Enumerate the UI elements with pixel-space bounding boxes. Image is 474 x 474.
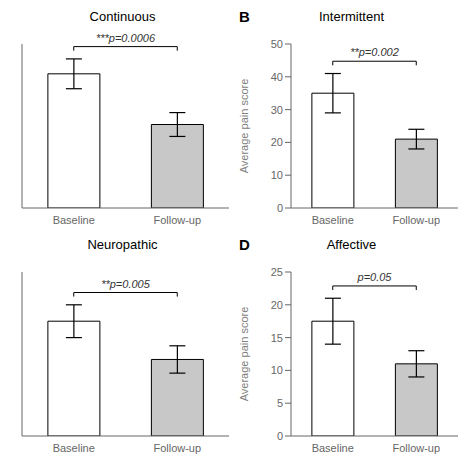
- svg-text:5: 5: [277, 397, 283, 409]
- html-text:Intermittent: Intermittent: [319, 9, 384, 24]
- svg-text:Follow-up: Follow-up: [153, 442, 201, 454]
- svg-text:Baseline: Baseline: [312, 214, 354, 226]
- svg-text:**p=0.002: **p=0.002: [350, 46, 399, 58]
- svg-text:Average pain score: Average pain score: [238, 307, 250, 402]
- svg-text:Follow-up: Follow-up: [153, 214, 201, 226]
- svg-text:20: 20: [271, 299, 283, 311]
- svg-text:25: 25: [271, 266, 283, 278]
- svg-text:0: 0: [277, 430, 283, 442]
- svg-text:***p=0.0006: ***p=0.0006: [96, 32, 156, 44]
- svg-text:Average pain score: Average pain score: [238, 79, 250, 174]
- html-text:B: B: [239, 8, 250, 25]
- svg-text:Follow-up: Follow-up: [392, 442, 440, 454]
- svg-text:10: 10: [271, 364, 283, 376]
- svg-text:Follow-up: Follow-up: [392, 214, 440, 226]
- svg-text:Baseline: Baseline: [53, 442, 95, 454]
- svg-text:15: 15: [271, 332, 283, 344]
- svg-text:30: 30: [271, 104, 283, 116]
- html-text:Neuropathic: Neuropathic: [87, 237, 158, 252]
- svg-text:p=0.05: p=0.05: [357, 271, 393, 283]
- html-text:Continuous: Continuous: [89, 9, 156, 24]
- svg-text:50: 50: [271, 38, 283, 50]
- html-text:D: D: [239, 236, 250, 253]
- svg-text:10: 10: [271, 169, 283, 181]
- svg-text:0: 0: [277, 202, 283, 214]
- svg-text:Baseline: Baseline: [312, 442, 354, 454]
- svg-text:Baseline: Baseline: [53, 214, 95, 226]
- svg-text:40: 40: [271, 71, 283, 83]
- html-text:Affective: Affective: [326, 237, 377, 252]
- svg-text:20: 20: [271, 136, 283, 148]
- svg-text:**p=0.005: **p=0.005: [101, 278, 151, 290]
